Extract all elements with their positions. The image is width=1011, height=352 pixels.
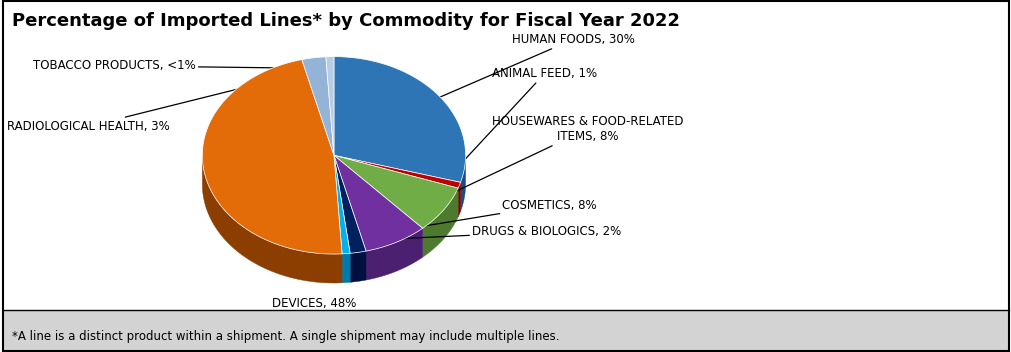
Polygon shape [423, 188, 458, 257]
Polygon shape [350, 251, 366, 282]
Polygon shape [326, 57, 334, 155]
Polygon shape [334, 57, 465, 182]
Text: HUMAN FOODS, 30%: HUMAN FOODS, 30% [429, 33, 634, 102]
Polygon shape [366, 228, 423, 280]
Polygon shape [334, 155, 350, 254]
Text: DRUGS & BIOLOGICS, 2%: DRUGS & BIOLOGICS, 2% [358, 225, 621, 241]
Polygon shape [301, 57, 334, 155]
Text: RADIOLOGICAL HEALTH, 3%: RADIOLOGICAL HEALTH, 3% [7, 70, 313, 133]
Polygon shape [458, 182, 460, 217]
Polygon shape [202, 59, 342, 254]
Text: HOUSEWARES & FOOD-RELATED
ITEMS, 8%: HOUSEWARES & FOOD-RELATED ITEMS, 8% [433, 115, 682, 202]
Polygon shape [334, 155, 366, 253]
Text: TOBACCO PRODUCTS, <1%: TOBACCO PRODUCTS, <1% [33, 59, 328, 73]
Polygon shape [342, 253, 350, 283]
Polygon shape [334, 155, 460, 188]
Text: ANIMAL FEED, 1%: ANIMAL FEED, 1% [446, 67, 596, 180]
Text: *A line is a distinct product within a shipment. A single shipment may include m: *A line is a distinct product within a s… [12, 330, 559, 343]
Text: DEVICES, 48%: DEVICES, 48% [272, 297, 356, 310]
Polygon shape [460, 155, 465, 211]
Polygon shape [334, 155, 458, 228]
Polygon shape [202, 155, 342, 283]
Polygon shape [334, 155, 423, 251]
Text: Percentage of Imported Lines* by Commodity for Fiscal Year 2022: Percentage of Imported Lines* by Commodi… [12, 12, 679, 30]
Text: COSMETICS, 8%: COSMETICS, 8% [391, 199, 596, 231]
